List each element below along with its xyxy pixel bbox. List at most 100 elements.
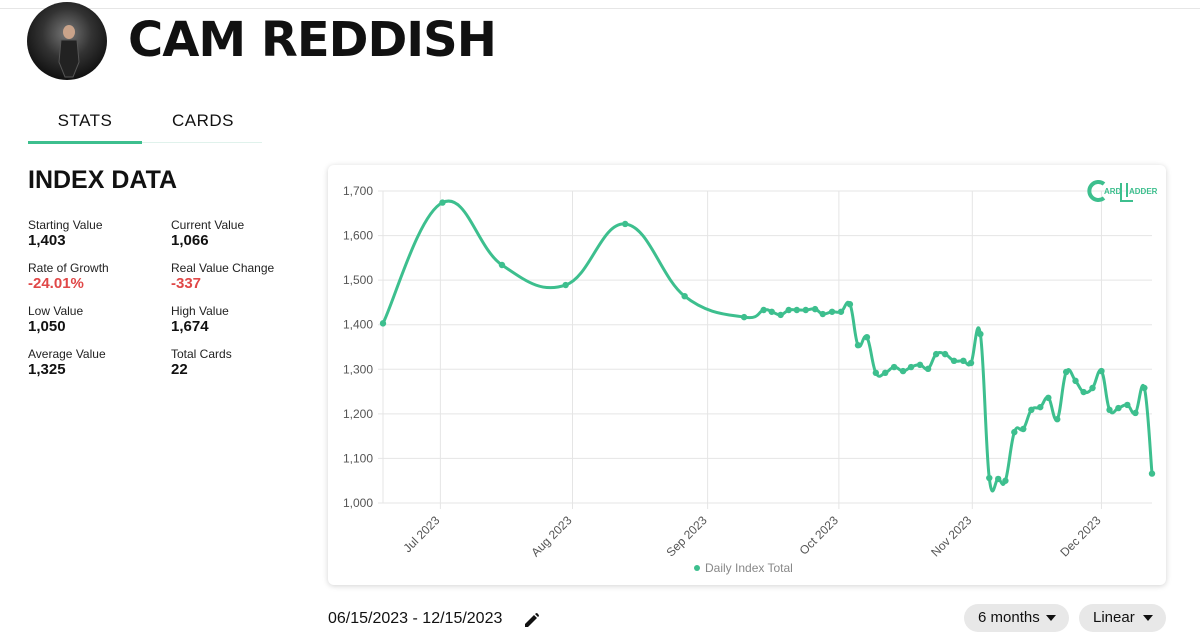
point [967, 359, 975, 367]
player-name: CAM REDDISH [128, 12, 497, 68]
range-select[interactable]: 6 months [964, 604, 1069, 632]
point [1141, 384, 1148, 392]
legend-swatch [694, 565, 700, 571]
stat-value: 1,066 [171, 232, 209, 249]
point [760, 306, 767, 314]
y-tick-label: 1,500 [343, 273, 373, 287]
point [986, 474, 993, 482]
point [828, 308, 836, 315]
point [1045, 394, 1052, 402]
stat-label: High Value [171, 304, 229, 318]
point [960, 357, 967, 365]
x-tick-label: Nov 2023 [928, 513, 974, 559]
point [777, 311, 784, 319]
point [995, 475, 1002, 483]
logo-text: ADDER [1129, 187, 1158, 196]
point [854, 342, 862, 349]
point [793, 306, 801, 314]
point [941, 350, 949, 358]
stat-value: -337 [171, 275, 202, 292]
line [381, 199, 1154, 493]
stat-value: 1,403 [28, 232, 66, 249]
point [899, 367, 907, 375]
point [1124, 401, 1131, 409]
stat-label: Average Value [28, 347, 106, 361]
point [740, 313, 748, 321]
stat-value: 1,325 [28, 361, 66, 378]
point [1089, 384, 1096, 392]
point [977, 330, 984, 338]
logo-c [1087, 180, 1106, 202]
y-tick-label: 1,100 [343, 451, 373, 465]
stat-label: Rate of Growth [28, 261, 109, 275]
point [1037, 403, 1044, 411]
x-tick-label: Sep 2023 [663, 513, 709, 559]
stat-label: Real Value Change [171, 261, 275, 275]
tab[interactable]: STATS [57, 111, 113, 130]
point [1072, 377, 1079, 385]
point [1098, 367, 1105, 375]
x-tick-label: Dec 2023 [1057, 513, 1103, 559]
point [872, 369, 880, 377]
tab-line [28, 142, 262, 143]
tab[interactable]: CARDS [171, 111, 234, 130]
point [916, 361, 924, 369]
x-tick-label: Jul 2023 [400, 513, 442, 555]
y-tick-label: 1,600 [343, 229, 373, 243]
point [819, 310, 826, 318]
point [1054, 416, 1061, 423]
point [1080, 388, 1087, 396]
point [1028, 406, 1035, 414]
stat-value: -24.01% [28, 275, 84, 292]
point [439, 199, 446, 206]
stat-label: Current Value [171, 218, 245, 232]
y-tick-label: 1,400 [343, 318, 373, 332]
stat-label: Low Value [28, 304, 84, 318]
point [1020, 425, 1027, 433]
point [768, 308, 775, 315]
point [498, 261, 506, 269]
point [1062, 368, 1070, 376]
point [1115, 404, 1122, 412]
point [1132, 409, 1139, 417]
tab-indicator [28, 141, 142, 144]
point [562, 281, 569, 289]
point [863, 333, 871, 341]
x-tick-label: Oct 2023 [797, 513, 842, 558]
point [837, 308, 845, 315]
stat-value: 1,674 [171, 318, 209, 335]
point [890, 363, 898, 371]
caret [1143, 615, 1153, 621]
point [1148, 470, 1156, 477]
y-tick-label: 1,000 [343, 496, 373, 510]
point [907, 363, 915, 371]
stat-label: Total Cards [171, 347, 232, 361]
chart-card: 1,000 1,100 1,200 1,300 1,400 1,500 1,600 1,700… [328, 165, 1166, 585]
date-range: 06/15/2023 - 12/15/2023 [328, 610, 503, 627]
point [379, 320, 387, 327]
avatar-figure [58, 25, 80, 78]
point [932, 350, 940, 358]
chart: 1,000 1,100 1,200 1,300 1,400 1,500 1,600 1,700… [343, 180, 1158, 575]
scale-select[interactable]: Linear [1079, 604, 1166, 632]
y-tick-label: 1,700 [343, 184, 373, 198]
logo-l [1120, 183, 1133, 202]
point [681, 292, 688, 300]
point [846, 301, 854, 308]
caret [1046, 615, 1056, 621]
stat-value: 1,050 [28, 318, 66, 335]
stat-label: Starting Value [28, 218, 103, 232]
edit-icon[interactable] [522, 611, 540, 629]
point [950, 357, 958, 365]
x-tick-label: Aug 2023 [528, 513, 574, 559]
range-select-label: 6 months [978, 609, 1040, 626]
stat-value: 22 [171, 361, 188, 378]
avatar [27, 2, 107, 80]
y-tick-label: 1,300 [343, 362, 373, 376]
point [1106, 406, 1113, 414]
point [785, 306, 792, 314]
point [1011, 428, 1018, 436]
scale-select-label: Linear [1093, 609, 1135, 626]
section-title: INDEX DATA [28, 166, 178, 194]
point [802, 306, 809, 314]
